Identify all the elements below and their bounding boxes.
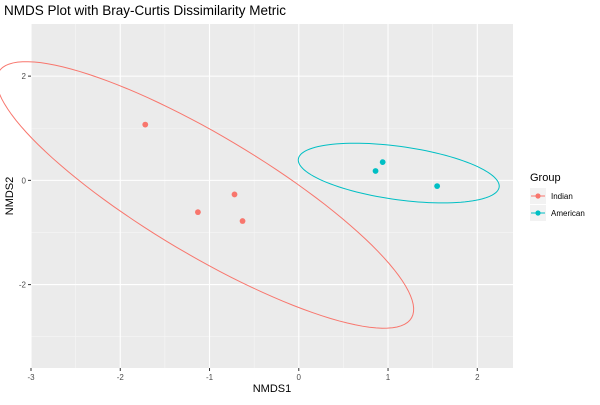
legend: Group Indian American xyxy=(530,172,585,221)
tick-layer: -3 -2 -1 0 1 2 -2 0 2 xyxy=(19,72,480,382)
x-tick-label: 1 xyxy=(386,373,391,382)
y-tick-label: 2 xyxy=(22,72,27,81)
ellipse-layer xyxy=(0,61,500,329)
x-tick-label: -3 xyxy=(27,373,35,382)
x-tick-label: -1 xyxy=(206,373,214,382)
x-axis-label: NMDS1 xyxy=(253,383,292,395)
legend-item-american: American xyxy=(530,205,585,221)
point-indian xyxy=(239,218,246,224)
point-american xyxy=(434,183,441,189)
legend-label-american: American xyxy=(551,209,585,218)
y-tick-label: 0 xyxy=(22,176,27,185)
grid-layer xyxy=(30,24,513,368)
x-tick-label: 0 xyxy=(297,373,302,382)
point-american xyxy=(372,168,379,174)
y-axis-label: NMDS2 xyxy=(4,177,16,216)
ellipse-indian xyxy=(0,61,415,329)
ellipse-american xyxy=(297,142,500,204)
point-layer xyxy=(142,121,441,224)
point-indian xyxy=(195,209,201,216)
legend-point-indian xyxy=(535,193,541,199)
legend-items: Indian American xyxy=(530,188,585,221)
x-tick-label: 2 xyxy=(475,373,480,382)
legend-label-indian: Indian xyxy=(551,192,573,201)
y-tick-label: -2 xyxy=(19,281,27,290)
point-indian xyxy=(231,191,238,198)
chart-title: NMDS Plot with Bray-Curtis Dissimilarity… xyxy=(4,3,286,18)
point-american xyxy=(379,159,386,166)
legend-point-american xyxy=(535,210,541,216)
legend-item-indian: Indian xyxy=(530,188,573,204)
legend-title: Group xyxy=(530,172,561,184)
point-indian xyxy=(142,121,149,128)
x-tick-label: -2 xyxy=(117,373,125,382)
